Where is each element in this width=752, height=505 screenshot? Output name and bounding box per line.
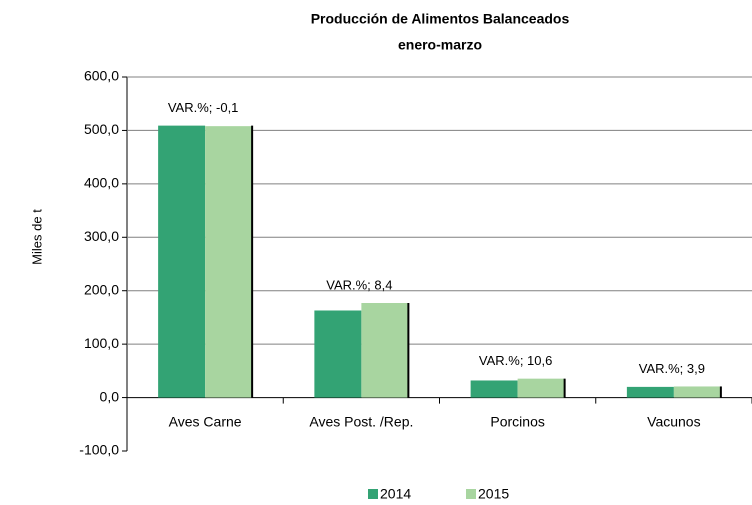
x-tick-label: Vacunos: [647, 413, 700, 429]
annotation: VAR.%; 10,6: [479, 353, 552, 368]
bar: [158, 125, 206, 398]
y-tick-label: 200,0: [84, 281, 119, 297]
y-tick-label: -100,0: [79, 442, 119, 458]
y-tick-label: 0,0: [100, 388, 120, 404]
y-tick-label: 100,0: [84, 335, 119, 351]
bar: [470, 380, 518, 398]
bar: [626, 386, 674, 398]
legend-label: 2015: [478, 486, 509, 502]
y-tick-label: 600,0: [84, 68, 119, 84]
y-axis-label: Miles de t: [29, 209, 44, 265]
bar: [314, 310, 362, 398]
bar: [205, 126, 253, 398]
chart-subtitle: enero-marzo: [398, 37, 482, 53]
annotation: VAR.%; 8,4: [326, 277, 392, 292]
chart-title: Producción de Alimentos Balanceados: [311, 11, 570, 27]
y-tick-label: 500,0: [84, 121, 119, 137]
legend-label: 2014: [380, 486, 411, 502]
legend-swatch: [368, 489, 378, 499]
annotation: VAR.%; 3,9: [639, 361, 705, 376]
annotation: VAR.%; -0,1: [168, 100, 239, 115]
y-tick-label: 300,0: [84, 228, 119, 244]
x-tick-label: Aves Carne: [169, 413, 242, 429]
x-tick-label: Porcinos: [490, 413, 544, 429]
y-tick-label: 400,0: [84, 175, 119, 191]
bar: [673, 386, 721, 398]
legend-swatch: [466, 489, 476, 499]
x-tick-label: Aves Post. /Rep.: [309, 413, 413, 429]
bar: [361, 303, 409, 398]
bar: [517, 378, 565, 398]
